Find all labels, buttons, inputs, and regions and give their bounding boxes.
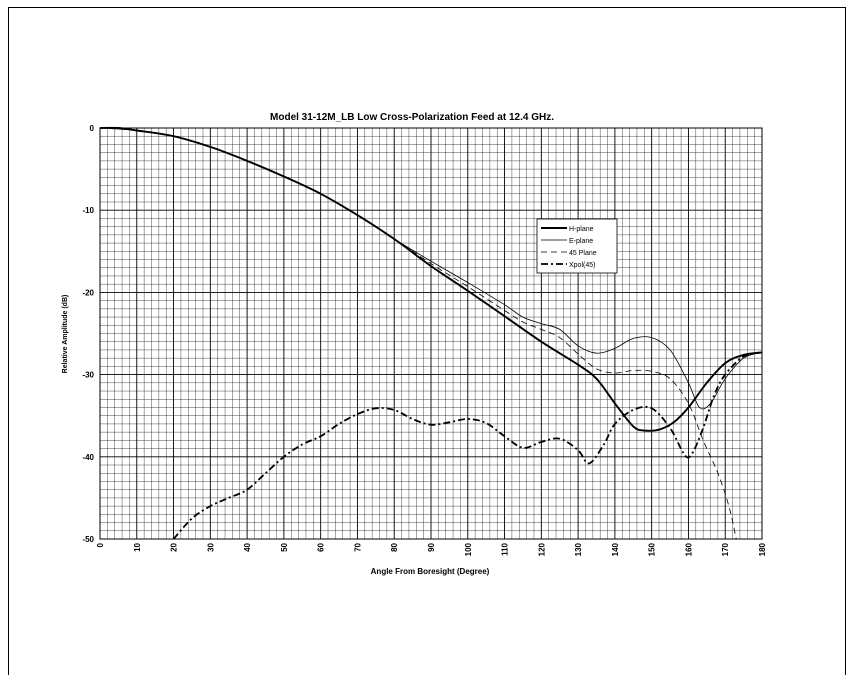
x-tick-label: 160 <box>684 542 693 556</box>
chart-title: Model 31-12M_LB Low Cross-Polarization F… <box>270 112 554 123</box>
series-line-xpol-45 <box>172 351 763 540</box>
x-tick-label: 120 <box>537 542 546 556</box>
x-tick-label: 10 <box>133 542 142 551</box>
x-tick-label: 20 <box>170 542 179 551</box>
x-tick-label: 110 <box>501 542 510 555</box>
y-axis-label: Relative Amplitude (dB) <box>62 295 69 374</box>
legend-label-h-plane: H-plane <box>569 226 594 233</box>
y-tick-label: 0 <box>90 124 95 133</box>
x-tick-label: 140 <box>611 542 620 556</box>
series-layer <box>99 126 763 540</box>
series-line-45-plane <box>99 127 737 540</box>
x-tick-label: 0 <box>96 542 105 547</box>
grid <box>99 127 763 540</box>
x-tick-label: 130 <box>574 542 583 556</box>
x-tick-label: 50 <box>280 542 289 551</box>
x-tick-label: 170 <box>721 542 730 556</box>
legend-label-xpol-45: Xpol(45) <box>569 262 595 269</box>
x-tick-label: 150 <box>648 542 657 556</box>
x-tick-label: 80 <box>390 542 399 551</box>
x-tick-label: 60 <box>317 542 326 551</box>
x-tick-label: 40 <box>243 542 252 551</box>
y-tick-label: -40 <box>82 453 94 462</box>
x-tick-label: 180 <box>758 542 767 556</box>
page-frame <box>8 7 846 675</box>
legend: H-plane E-plane 45 Plane Xpol(45) <box>536 218 618 274</box>
y-tick-label: -50 <box>82 535 94 544</box>
x-axis-label: Angle From Boresight (Degree) <box>371 567 490 576</box>
tick-labels: 0 10 20 30 40 50 60 70 80 90 100 110 120 130 140 150 160… <box>82 124 767 556</box>
legend-label-45-plane: 45 Plane <box>569 250 597 257</box>
y-tick-label: -20 <box>82 288 94 297</box>
x-tick-label: 70 <box>353 542 362 551</box>
x-tick-label: 90 <box>427 542 436 551</box>
x-tick-label: 100 <box>464 542 473 556</box>
x-tick-label: 30 <box>206 542 215 551</box>
y-tick-label: -10 <box>82 206 94 215</box>
legend-label-e-plane: E-plane <box>569 238 593 245</box>
y-tick-label: -30 <box>82 371 94 380</box>
